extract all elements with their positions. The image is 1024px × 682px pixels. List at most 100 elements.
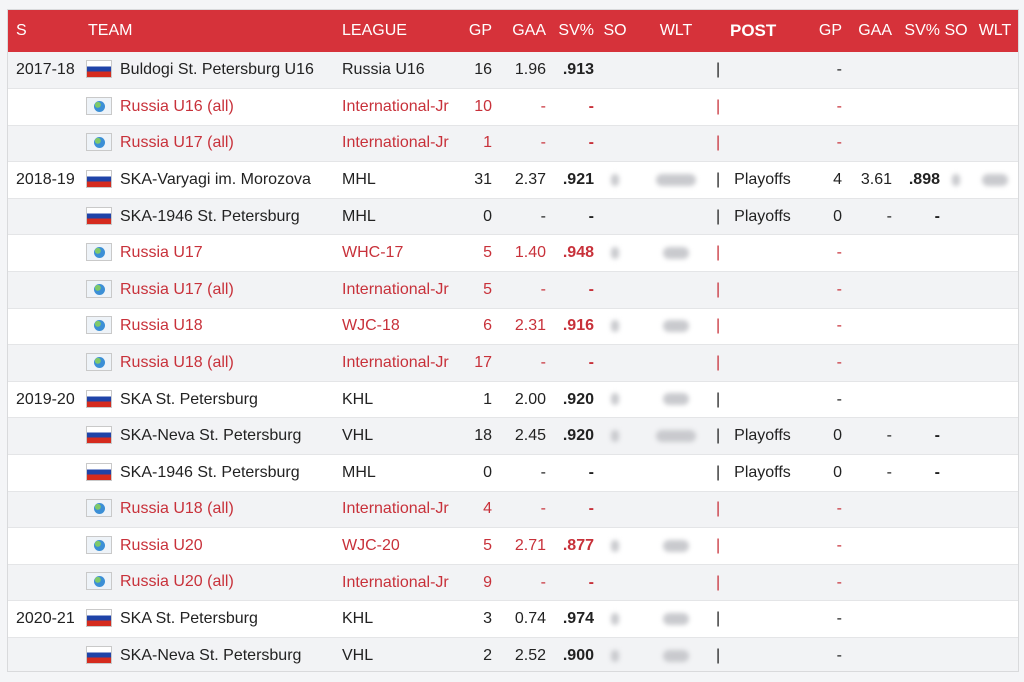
team-cell[interactable]: Russia U18 [80,308,334,346]
league-cell[interactable]: International-Jr [334,564,454,602]
team-name[interactable]: SKA St. Petersburg [120,390,258,408]
table-row: Russia U18 (all) International-Jr 4- - | - [8,491,1018,529]
table-row: Russia U17 WHC-17 5 1.40.948 | - [8,234,1018,273]
team-cell[interactable]: Russia U17 [80,234,334,273]
wlt-value [636,344,716,382]
season-cell [8,344,80,382]
post-cell: | [716,527,806,565]
col-wlt[interactable]: WLT [659,22,693,39]
post-gp-value: - [806,52,842,90]
table-row: 2017-18 Buldogi St. Petersburg U16 Russia … [8,52,1018,90]
league-cell[interactable]: WHC-17 [334,234,454,273]
team-name[interactable]: Russia U17 [120,244,203,262]
team-cell[interactable]: SKA-1946 St. Petersburg [80,198,334,236]
col-team[interactable]: TEAM [88,22,133,39]
col-season[interactable]: S [16,22,27,39]
col-post-sv[interactable]: SV% [904,22,940,39]
team-cell[interactable]: SKA-Varyagi im. Morozova [80,161,334,199]
league-cell[interactable]: MHL [334,454,454,492]
team-name[interactable]: Russia U20 (all) [120,573,234,591]
league-cell[interactable]: International-Jr [334,271,454,309]
col-gaa[interactable]: GAA [512,22,546,39]
col-gp[interactable]: GP [468,22,492,39]
league-cell[interactable]: WJC-20 [334,527,454,565]
team-name[interactable]: Russia U18 (all) [120,500,234,518]
post-cell: | [716,271,806,309]
team-name[interactable]: Russia U17 (all) [120,134,234,152]
wlt-value [636,88,716,126]
post-label [720,134,734,151]
league-cell[interactable]: International-Jr [334,125,454,163]
col-league[interactable]: LEAGUE [342,22,407,39]
col-post[interactable]: POST [730,21,777,40]
team-cell[interactable]: SKA-Neva St. Petersburg [80,417,334,456]
separator-pipe: | [716,463,721,481]
season-cell [8,491,80,529]
team-cell[interactable]: Russia U17 (all) [80,125,334,163]
post-gaa-value [842,600,892,638]
post-sv-value [892,125,940,163]
season-cell: 2019-20 [8,381,80,419]
team-name[interactable]: Russia U17 (all) [120,280,234,298]
team-name[interactable]: SKA-1946 St. Petersburg [120,463,300,481]
post-sv-value [892,344,940,382]
globe-icon [86,243,112,262]
gaa-value: 2.71 [492,527,546,565]
col-post-gp[interactable]: GP [818,22,842,39]
league-cell[interactable]: International-Jr [334,88,454,126]
col-post-wlt[interactable]: WLT [978,22,1012,39]
team-name[interactable]: Russia U18 [120,317,203,335]
post-sv-value [892,88,940,126]
gaa-value: 2.52 [492,637,546,671]
team-name[interactable]: SKA St. Petersburg [120,610,258,628]
table-row: SKA-1946 St. Petersburg MHL 0- - | Playoffs 0-… [8,454,1018,492]
team-name[interactable]: SKA-Neva St. Petersburg [120,646,302,664]
post-gaa-value [842,637,892,671]
team-cell[interactable]: Russia U20 (all) [80,564,334,602]
league-cell[interactable]: KHL [334,600,454,638]
league-cell[interactable]: VHL [334,417,454,456]
post-sv-value [892,564,940,602]
league-cell[interactable]: KHL [334,381,454,419]
col-post-so[interactable]: SO [944,22,968,39]
separator-pipe: | [716,171,721,189]
team-cell[interactable]: Russia U20 [80,527,334,565]
league-cell[interactable]: International-Jr [334,491,454,529]
team-cell[interactable]: Russia U16 (all) [80,88,334,126]
post-gaa-value [842,381,892,419]
league-cell[interactable]: MHL [334,198,454,236]
post-gaa-value [842,125,892,163]
col-sv[interactable]: SV% [558,22,594,39]
gaa-value: - [492,88,546,126]
col-so[interactable]: SO [603,22,627,39]
team-cell[interactable]: SKA St. Petersburg [80,600,334,638]
team-name[interactable]: Russia U16 (all) [120,98,234,115]
team-cell[interactable]: Russia U17 (all) [80,271,334,309]
team-cell[interactable]: Russia U18 (all) [80,344,334,382]
post-gp-value: - [806,88,842,126]
russia-flag-icon [86,169,112,188]
team-name[interactable]: Buldogi St. Petersburg U16 [120,61,314,79]
league-cell[interactable]: Russia U16 [334,52,454,90]
team-cell[interactable]: Buldogi St. Petersburg U16 [80,52,334,90]
league-cell[interactable]: MHL [334,161,454,199]
separator-pipe: | [716,354,721,372]
league-cell[interactable]: WJC-18 [334,308,454,346]
team-name[interactable]: Russia U18 (all) [120,354,234,372]
league-cell[interactable]: International-Jr [334,344,454,382]
team-name[interactable]: SKA-Neva St. Petersburg [120,427,302,445]
team-name[interactable]: Russia U20 [120,537,203,555]
team-cell[interactable]: SKA-Neva St. Petersburg [80,637,334,671]
col-post-gaa[interactable]: GAA [858,22,892,39]
team-name[interactable]: SKA-Varyagi im. Morozova [120,171,311,189]
post-so-value [940,491,972,529]
post-so-value [940,637,972,671]
post-cell: | [716,564,806,602]
wlt-value [636,198,716,236]
team-cell[interactable]: SKA St. Petersburg [80,381,334,419]
team-name[interactable]: SKA-1946 St. Petersburg [120,207,300,225]
post-label: Playoffs [734,463,791,481]
team-cell[interactable]: Russia U18 (all) [80,491,334,529]
league-cell[interactable]: VHL [334,637,454,671]
team-cell[interactable]: SKA-1946 St. Petersburg [80,454,334,492]
